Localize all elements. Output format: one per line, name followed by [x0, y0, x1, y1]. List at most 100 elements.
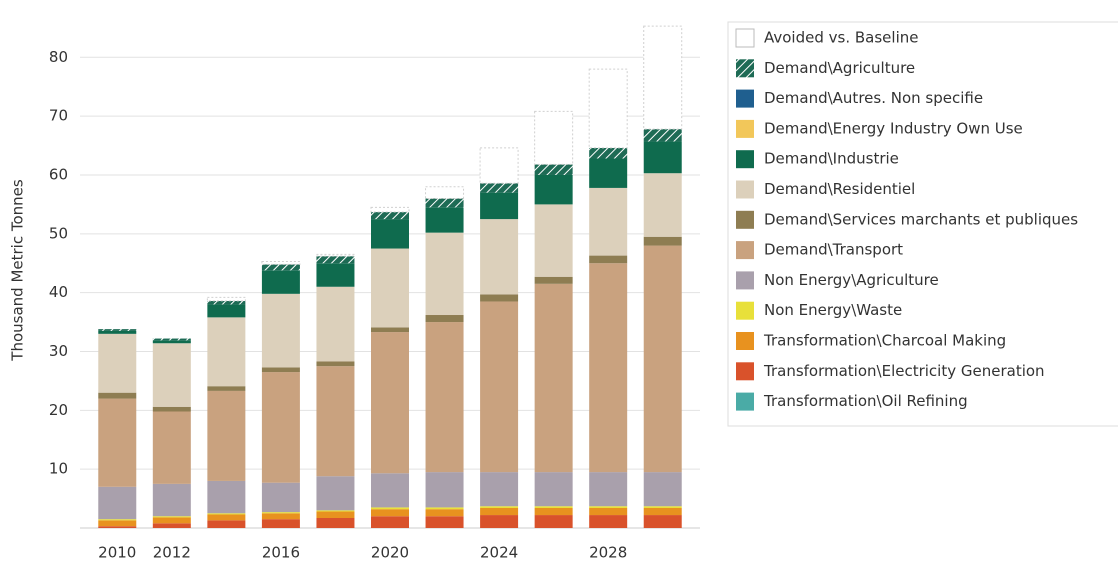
bar-segment: [316, 510, 355, 512]
bar-segment: [207, 513, 246, 515]
bar-segment: [534, 164, 573, 175]
bar-segment: [152, 411, 191, 484]
bar-segment: [207, 480, 246, 514]
bar-segment: [371, 219, 409, 249]
bar-segment: [371, 248, 409, 328]
bar-segment: [261, 482, 300, 513]
bar-segment: [98, 519, 137, 521]
bar-segment: [480, 294, 519, 302]
bar-segment: [643, 245, 682, 473]
bar-segment: [261, 264, 300, 271]
legend-label: Demand\Industrie: [764, 150, 899, 168]
bar-segment: [98, 329, 137, 331]
legend-swatch: [736, 89, 754, 108]
bar-segment: [261, 367, 300, 373]
bar-segment: [534, 276, 573, 284]
y-tick-label: 30: [49, 342, 68, 360]
bar-segment: [207, 317, 246, 387]
bar-segment: [588, 68, 628, 149]
bar-segment: [207, 520, 246, 528]
legend-swatch: [735, 28, 755, 48]
bar-segment: [425, 198, 464, 208]
bar-segment: [316, 517, 355, 528]
bar-segment: [98, 526, 137, 528]
legend-label: Non Energy\Agriculture: [764, 271, 939, 289]
bar-segment: [480, 506, 519, 508]
y-tick-label: 50: [49, 224, 68, 242]
legend-swatch: [736, 180, 754, 199]
bar-segment: [261, 293, 300, 368]
bar-segment: [371, 332, 409, 474]
bar-segment: [425, 509, 464, 517]
bar-segment: [589, 515, 628, 528]
bar-segment: [371, 327, 409, 333]
legend-label: Transformation\Electricity Generation: [763, 362, 1045, 380]
bar-segment: [589, 255, 628, 264]
legend-swatch: [736, 301, 754, 320]
legend-label: Demand\Agriculture: [764, 59, 915, 77]
bar-segment: [152, 517, 191, 524]
bar-segment: [534, 507, 573, 516]
bar-segment: [98, 392, 137, 399]
bar-segment: [643, 515, 682, 528]
bar-segment: [534, 110, 574, 165]
bar-segment: [480, 507, 519, 516]
legend-swatch: [736, 59, 754, 78]
bar-segment: [589, 472, 628, 507]
bar-segment: [425, 207, 464, 233]
bar-segment: [425, 322, 464, 473]
bar-segment: [480, 515, 519, 528]
x-tick-label: 2024: [480, 544, 518, 562]
bar-segment: [207, 300, 246, 305]
bar-segment: [643, 507, 682, 516]
bar-segment: [425, 232, 464, 316]
bar-segment: [261, 512, 300, 514]
legend-swatch: [736, 210, 754, 229]
bar-segment: [371, 212, 409, 220]
bar-segment: [589, 507, 628, 516]
bar-segment: [152, 343, 191, 407]
bar-segment: [261, 260, 301, 265]
bar-segment: [480, 301, 519, 473]
legend-label: Avoided vs. Baseline: [764, 29, 918, 47]
bar-segment: [207, 386, 246, 391]
legend-swatch: [736, 119, 754, 138]
legend-label: Demand\Autres. Non specifie: [764, 89, 983, 107]
bar-segment: [589, 263, 628, 473]
legend-swatch: [736, 362, 754, 381]
x-tick-label: 2012: [153, 544, 191, 562]
bar-segment: [207, 514, 246, 521]
x-tick-label: 2028: [589, 544, 627, 562]
bar-segment: [479, 147, 519, 184]
legend-label: Non Energy\Waste: [764, 301, 902, 319]
bar-segment: [643, 173, 682, 237]
bar-segment: [261, 519, 300, 528]
bar-segment: [98, 330, 137, 334]
bar-segment: [589, 147, 628, 159]
bar-segment: [207, 304, 246, 318]
bar-segment: [371, 473, 409, 508]
bar-segment: [643, 472, 682, 507]
bar-segment: [480, 219, 519, 295]
y-tick-label: 70: [49, 107, 68, 125]
x-tick-label: 2010: [98, 544, 136, 562]
bar-segment: [425, 186, 465, 200]
bar-segment: [316, 286, 355, 362]
bar-segment: [534, 204, 573, 277]
bar-segment: [152, 340, 191, 344]
bar-segment: [425, 315, 464, 323]
bar-segment: [643, 236, 682, 246]
legend-label: Demand\Transport: [764, 241, 903, 259]
legend-label: Transformation\Oil Refining: [763, 392, 968, 410]
y-axis-label: Thousand Metric Tonnes: [9, 179, 27, 362]
bar-segment: [534, 506, 573, 508]
bar-segment: [316, 366, 355, 477]
bar-segment: [643, 129, 682, 142]
bar-segment: [152, 338, 191, 341]
legend-swatch: [736, 150, 754, 169]
bar-segment: [370, 206, 410, 213]
bar-segment: [643, 506, 682, 508]
bar-segment: [98, 398, 137, 487]
bar-segment: [206, 296, 246, 302]
